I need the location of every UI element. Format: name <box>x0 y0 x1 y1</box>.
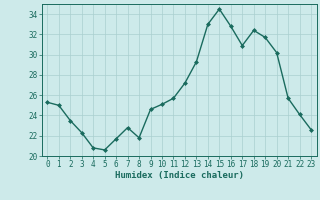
X-axis label: Humidex (Indice chaleur): Humidex (Indice chaleur) <box>115 171 244 180</box>
